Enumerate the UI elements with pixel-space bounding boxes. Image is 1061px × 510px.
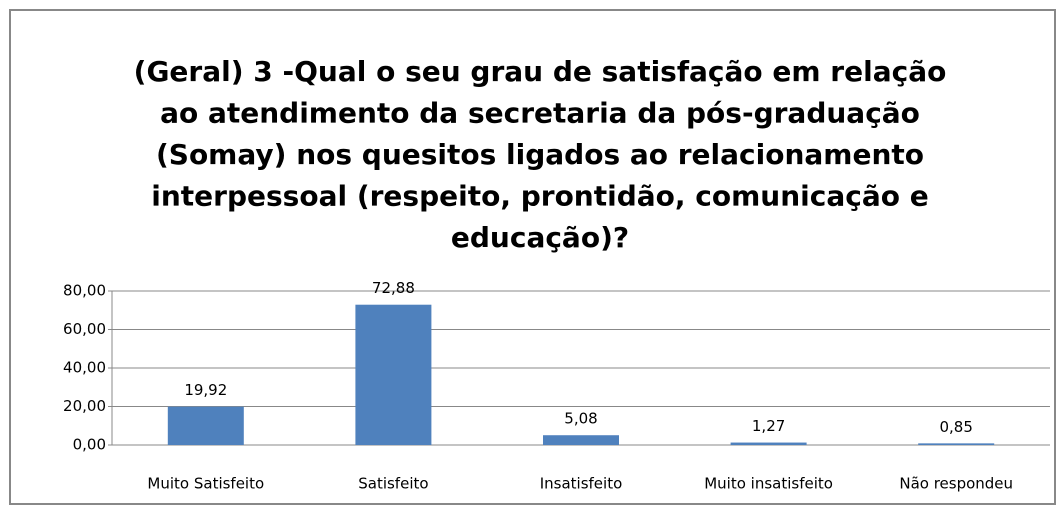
data-label: 72,88 (372, 279, 415, 297)
data-label: 0,85 (939, 418, 972, 436)
bar (730, 442, 807, 445)
y-tick-label: 40,00 (63, 359, 106, 377)
x-tick-label: Insatisfeito (540, 475, 623, 493)
chart-title: ao atendimento da secretaria da pós-grad… (160, 97, 920, 130)
data-label: 1,27 (752, 417, 785, 435)
bar (918, 443, 995, 445)
chart-title: (Somay) nos quesitos ligados ao relacion… (156, 138, 924, 171)
x-tick-label: Não respondeu (899, 475, 1013, 493)
x-tick-label: Muito Satisfeito (147, 475, 264, 493)
bar (543, 435, 619, 445)
x-tick-label: Satisfeito (358, 475, 428, 493)
bar (355, 304, 432, 445)
y-tick-label: 20,00 (63, 397, 106, 415)
chart-title: (Geral) 3 -Qual o seu grau de satisfação… (134, 55, 947, 88)
chart-title: interpessoal (respeito, prontidão, comun… (151, 180, 928, 213)
chart-title: educação)? (451, 221, 629, 254)
data-label: 5,08 (564, 410, 597, 428)
x-tick-label: Muito insatisfeito (704, 475, 833, 493)
y-tick-label: 0,00 (73, 436, 106, 454)
data-label: 19,92 (184, 381, 227, 399)
y-tick-label: 60,00 (63, 320, 106, 338)
y-tick-label: 80,00 (63, 282, 106, 300)
bar (167, 406, 244, 445)
